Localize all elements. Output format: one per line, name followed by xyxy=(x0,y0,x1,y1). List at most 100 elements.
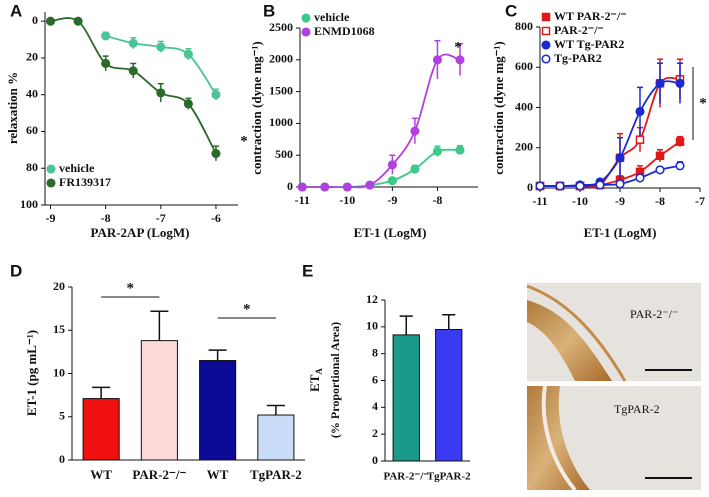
panel-letter: B xyxy=(263,1,275,20)
y-axis-label: contraction (dyne mg⁻¹) xyxy=(249,41,264,175)
x-axis-label: ET-1 (LogM) xyxy=(354,225,427,240)
x-tick-label: -9 xyxy=(615,194,625,208)
bar xyxy=(257,414,295,461)
y-tick-label: 200 xyxy=(515,140,533,154)
y-tick-label: 40 xyxy=(26,86,38,100)
x-tick-label: -11 xyxy=(295,193,310,207)
x-tick-label: -8 xyxy=(655,194,665,208)
y-tick-label: 2000 xyxy=(269,52,293,66)
marker xyxy=(73,16,83,26)
y-tick-label: 1000 xyxy=(269,115,293,129)
x-axis-label: ET-1 (LogM) xyxy=(584,225,657,240)
marker xyxy=(387,176,397,186)
x-tick-label: -7 xyxy=(695,194,705,208)
bar xyxy=(82,398,120,461)
legend-label: vehicle xyxy=(314,10,350,24)
y-tick-label: 100 xyxy=(20,197,38,211)
legend-label: PAR-2⁻/⁻ xyxy=(554,23,604,37)
y-tick-label: 0 xyxy=(372,453,378,467)
marker xyxy=(635,135,645,144)
y-tick-label: 15 xyxy=(53,322,65,336)
x-tick-label: -9 xyxy=(46,211,56,225)
micrograph-bottom: TgPAR-2 xyxy=(527,385,701,492)
x-tick-label: -9 xyxy=(387,193,397,207)
legend-label: vehicle xyxy=(59,161,95,175)
marker xyxy=(455,55,465,65)
panel-letter: D xyxy=(10,261,22,280)
x-tick-label: PAR-2⁻/⁻ xyxy=(383,471,429,483)
marker xyxy=(675,78,685,88)
fit-curve xyxy=(302,53,461,189)
marker xyxy=(387,160,397,170)
y-tick-label: 6 xyxy=(372,372,378,386)
x-tick-label: -7 xyxy=(156,211,166,225)
annotation: * xyxy=(243,301,251,317)
bar xyxy=(392,334,420,462)
y-tick-label: 1500 xyxy=(269,83,293,97)
marker xyxy=(297,182,307,192)
legend-marker xyxy=(541,12,551,22)
x-tick-label: -10 xyxy=(572,194,588,208)
marker xyxy=(183,49,193,59)
legend-label: ENMD1068 xyxy=(314,24,375,38)
annotation: * xyxy=(699,95,707,111)
y-tick-label: 600 xyxy=(515,59,533,73)
marker xyxy=(655,165,665,175)
y-axis-label: ET-1 (pg mL⁻¹) xyxy=(24,330,39,416)
micrograph-label: TgPAR-2 xyxy=(614,402,660,416)
x-tick-label: -6 xyxy=(211,211,221,225)
y-tick-label: 10 xyxy=(366,319,378,333)
marker xyxy=(555,181,565,191)
y-axis-label: ETA xyxy=(307,368,324,392)
legend-marker xyxy=(541,54,551,64)
y-tick-label: 500 xyxy=(275,147,293,161)
marker xyxy=(595,180,605,190)
y-tick-label: 2500 xyxy=(269,20,293,34)
marker xyxy=(128,66,138,76)
y-axis-label-main: ET xyxy=(307,374,322,392)
marker xyxy=(675,137,685,146)
micrograph-top: PAR-2⁻/⁻ xyxy=(526,283,701,382)
marker xyxy=(615,179,625,189)
y-axis-label: (% Proportional Area) xyxy=(328,322,342,438)
marker xyxy=(320,182,330,192)
marker xyxy=(675,161,685,171)
x-tick-label: TgPAR-2 xyxy=(250,467,302,482)
micrograph-label: PAR-2⁻/⁻ xyxy=(630,307,678,321)
y-tick-label: 80 xyxy=(26,160,38,174)
y-tick-label: 4 xyxy=(372,399,378,413)
legend-marker xyxy=(541,40,551,50)
x-tick-label: WT xyxy=(90,467,112,482)
marker xyxy=(101,58,111,69)
y-tick-label: 0 xyxy=(32,13,38,27)
y-tick-label: 0 xyxy=(287,179,293,193)
y-tick-label: 0 xyxy=(59,452,65,466)
legend-marker xyxy=(301,13,311,23)
x-tick-label: -8 xyxy=(101,211,111,225)
marker xyxy=(455,145,465,155)
annotation: * xyxy=(127,280,135,296)
legend-marker xyxy=(301,27,311,37)
x-tick-label: TgPAR-2 xyxy=(427,471,471,483)
y-tick-label: 5 xyxy=(59,409,65,423)
marker xyxy=(635,106,645,117)
x-tick-label: -11 xyxy=(532,194,547,208)
marker xyxy=(655,78,665,88)
marker xyxy=(211,90,221,100)
panel-letter: A xyxy=(10,1,22,20)
y-tick-label: 60 xyxy=(26,123,38,137)
panel-letter: E xyxy=(302,261,313,280)
marker xyxy=(156,88,166,98)
marker xyxy=(635,173,645,183)
y-tick-label: 12 xyxy=(366,292,378,306)
bar xyxy=(435,329,463,462)
y-axis-label: contraction (dyne mg⁻¹) xyxy=(491,41,506,175)
y-tick-label: 20 xyxy=(53,279,65,293)
annotation: * xyxy=(454,39,462,55)
marker xyxy=(410,126,420,136)
fit-curve xyxy=(540,140,681,187)
legend-label: Tg-PAR2 xyxy=(554,51,602,65)
y-tick-label: 400 xyxy=(515,99,533,113)
marker xyxy=(211,148,221,159)
